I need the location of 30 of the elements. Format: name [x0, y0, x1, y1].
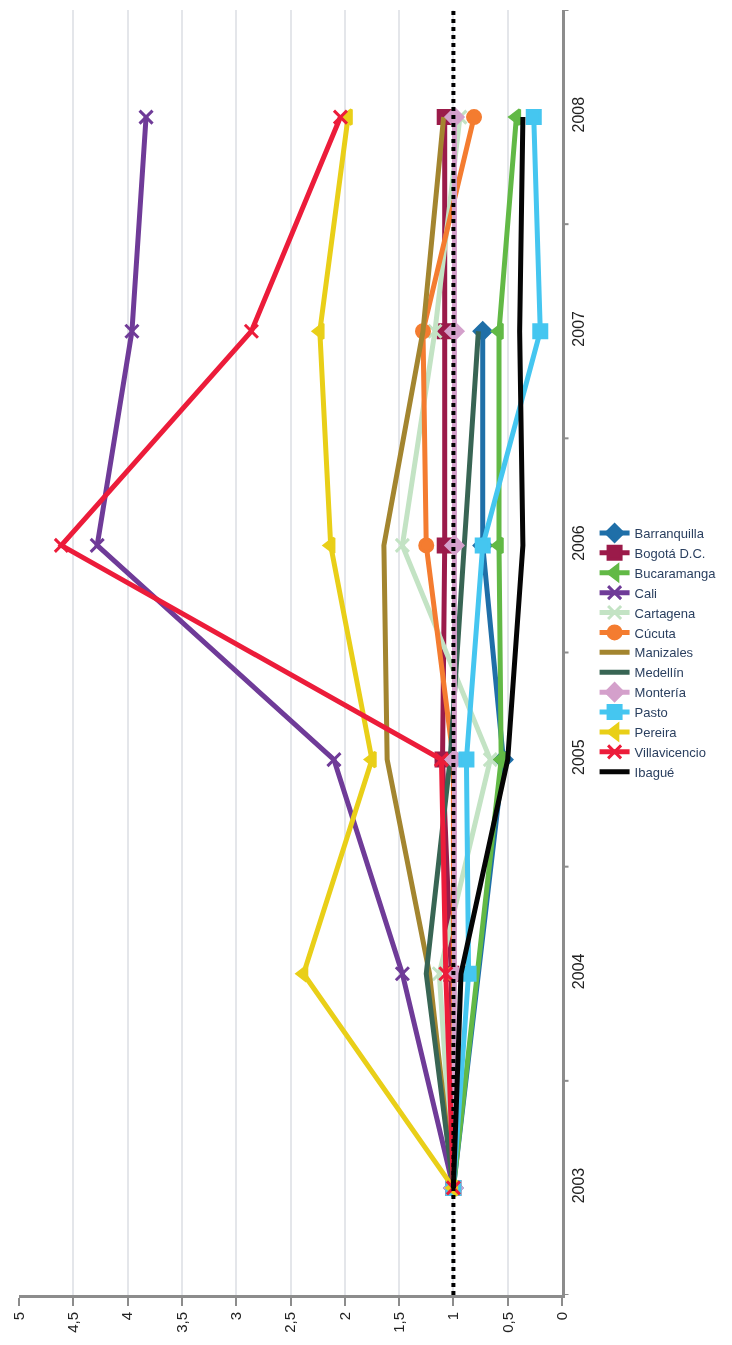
legend-label: Bogotá D.C.: [634, 545, 706, 561]
legend-label: Barranquilla: [634, 526, 705, 542]
legend-label: Montería: [634, 685, 687, 701]
x-tick-label: 3,5: [172, 1312, 190, 1333]
x-tick-label: 2,5: [281, 1312, 299, 1333]
legend-label: Ibagué: [634, 764, 675, 780]
x-tick-label: 4,5: [64, 1312, 82, 1333]
legend-label: Bucaramanga: [634, 565, 717, 581]
y-tick-label: 2005: [570, 739, 588, 775]
x-tick-label: 1,5: [389, 1312, 407, 1333]
legend-label: Cúcuta: [634, 625, 677, 641]
y-tick-label: 2008: [570, 96, 588, 133]
legend-label: Cali: [634, 585, 658, 601]
legend-label: Medellín: [634, 665, 684, 681]
y-tick-label: 2007: [570, 310, 588, 347]
legend-label: Cartagena: [634, 605, 697, 621]
x-tick-label: 1: [444, 1312, 462, 1321]
x-tick-label: 0,5: [498, 1312, 516, 1333]
legend-label: Pasto: [634, 705, 668, 721]
y-tick-label: 2003: [570, 1167, 588, 1204]
x-tick-label: 0: [552, 1312, 570, 1321]
x-tick-label: 4: [118, 1312, 136, 1321]
y-tick-label: 2004: [570, 953, 588, 990]
x-tick-label: 3: [227, 1312, 245, 1321]
legend-label: Pereira: [634, 725, 678, 741]
y-tick-label: 2006: [570, 525, 588, 561]
legend-label: Manizales: [634, 645, 694, 661]
x-tick-label: 5: [9, 1312, 27, 1321]
legend-label: Villavicencio: [634, 744, 706, 760]
x-tick-label: 2: [335, 1312, 353, 1321]
